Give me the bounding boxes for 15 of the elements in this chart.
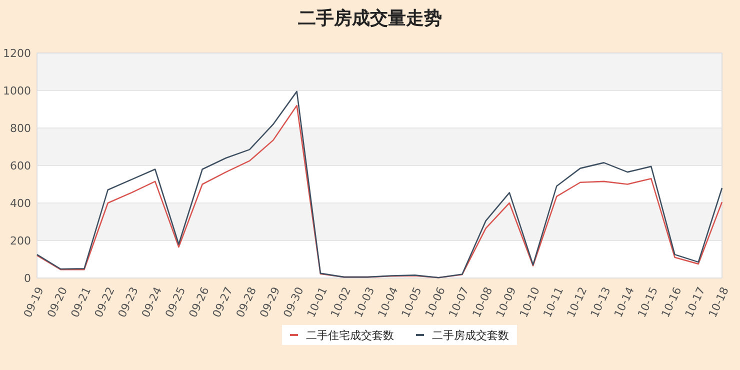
- y-tick-label: 400: [10, 197, 31, 210]
- chart-title: 二手房成交量走势: [298, 8, 442, 29]
- y-tick-label: 600: [10, 160, 31, 172]
- y-tick-label: 200: [10, 234, 31, 248]
- x-tick-label: 09-27: [210, 285, 236, 320]
- legend-label: 二手房成交套数: [432, 329, 509, 342]
- y-tick-label: 0: [24, 272, 31, 285]
- x-tick-label: 10-17: [682, 285, 708, 320]
- x-tick-label: 09-23: [116, 285, 141, 320]
- y-tick-label: 1000: [3, 84, 31, 98]
- x-tick-label: 09-19: [21, 285, 46, 320]
- legend-label: 二手住宅成交套数: [306, 329, 394, 342]
- x-tick-label: 10-07: [446, 285, 472, 320]
- y-tick-label: 1200: [3, 47, 31, 60]
- y-tick-label: 800: [10, 122, 31, 135]
